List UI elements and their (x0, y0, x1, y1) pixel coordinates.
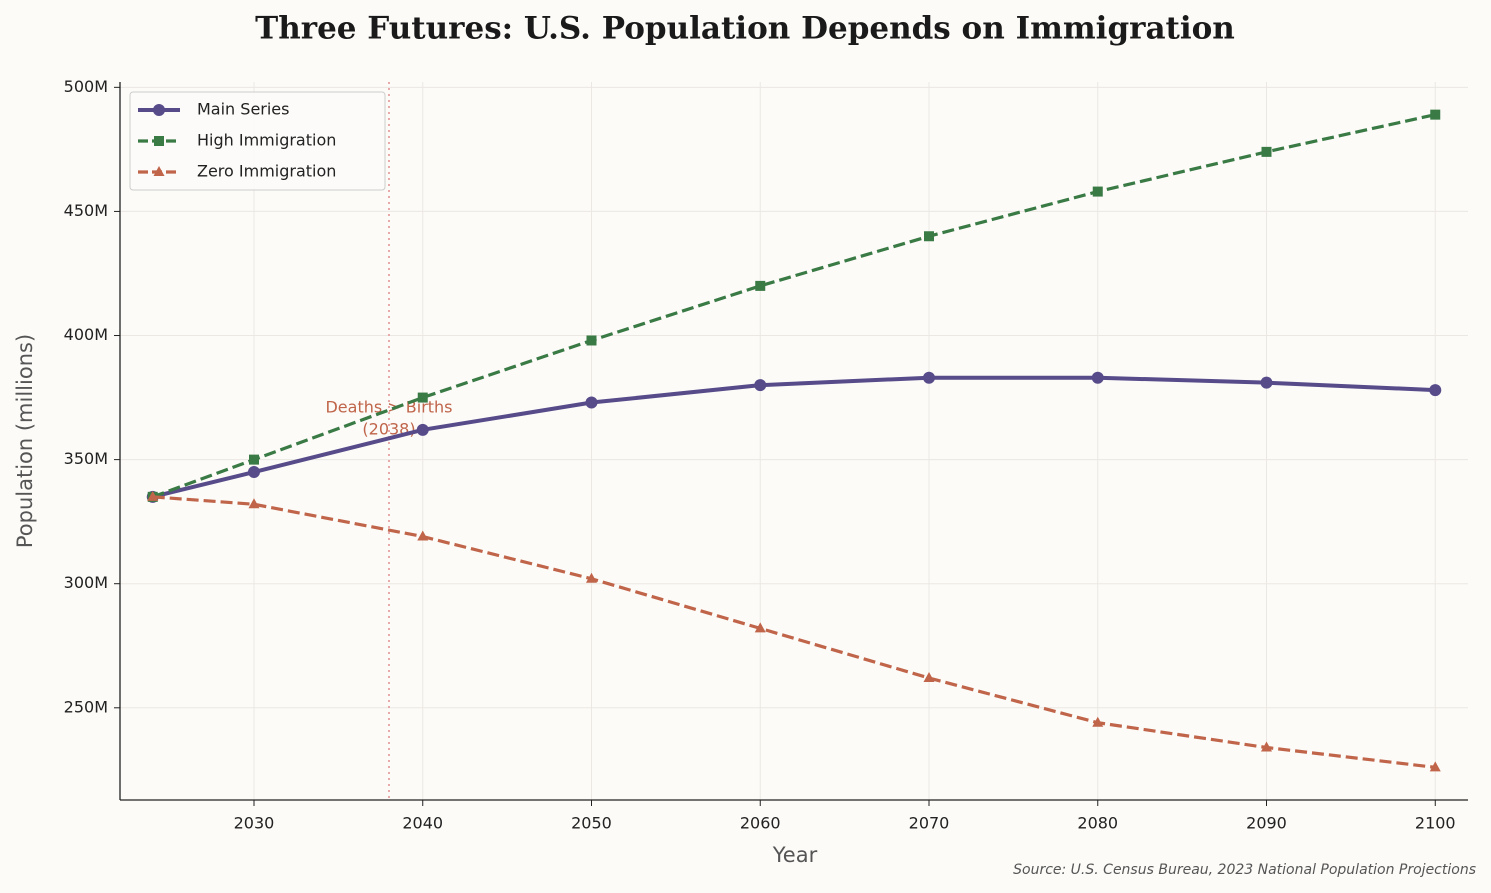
marker (154, 136, 164, 146)
y-tick-label: 300M (64, 573, 108, 592)
marker (923, 672, 935, 683)
x-tick-label: 2030 (234, 814, 275, 833)
marker (417, 530, 429, 541)
legend-label: Main Series (197, 100, 289, 119)
marker (586, 335, 597, 346)
marker (248, 498, 260, 509)
source-note: Source: U.S. Census Bureau, 2023 Nationa… (1013, 862, 1476, 878)
marker (153, 166, 165, 176)
marker (147, 490, 159, 501)
marker (1430, 109, 1441, 120)
marker (153, 104, 165, 116)
y-tick-label: 400M (64, 325, 108, 344)
marker (924, 231, 935, 242)
marker (754, 622, 766, 633)
marker (755, 280, 766, 291)
legend-label: Zero Immigration (197, 162, 336, 181)
marker (248, 454, 259, 465)
marker (585, 572, 597, 583)
marker (417, 392, 428, 403)
marker (585, 396, 598, 409)
marker (416, 423, 429, 436)
marker (1092, 186, 1103, 197)
marker (1261, 146, 1272, 157)
y-tick-label: 250M (64, 697, 108, 716)
x-tick-label: 2090 (1246, 814, 1287, 833)
chart-title: Three Futures: U.S. Population Depends o… (255, 11, 1235, 47)
legend-label: High Immigration (197, 131, 336, 150)
x-tick-label: 2100 (1415, 814, 1456, 833)
y-axis-label: Population (millions) (13, 334, 37, 548)
marker (1092, 716, 1104, 727)
legend-box (129, 91, 386, 191)
x-tick-label: 2080 (1077, 814, 1118, 833)
marker (247, 466, 260, 479)
x-tick-label: 2050 (571, 814, 612, 833)
x-axis-label: Year (772, 843, 818, 867)
x-tick-label: 2070 (909, 814, 950, 833)
y-tick-label: 500M (64, 77, 108, 96)
marker (754, 379, 767, 392)
marker (1261, 741, 1273, 752)
marker (1091, 371, 1104, 384)
y-tick-label: 350M (64, 449, 108, 468)
x-tick-label: 2040 (402, 814, 443, 833)
marker (923, 371, 936, 384)
series-line (152, 113, 1436, 499)
y-tick-label: 450M (64, 201, 108, 220)
marker (1429, 761, 1441, 772)
marker (1429, 384, 1442, 397)
x-tick-label: 2060 (740, 814, 781, 833)
marker (1260, 376, 1273, 389)
annotation-text: Deaths > Births (325, 398, 452, 417)
